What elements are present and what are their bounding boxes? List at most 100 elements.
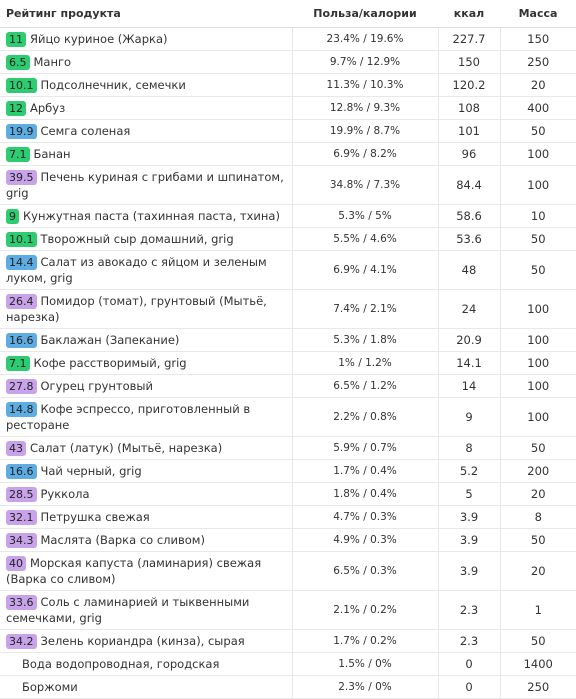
table-row: 34.2 Зелень кориандра (кинза), сырая 1.7% …: [0, 629, 576, 653]
ratio-cell: 9.7% / 12.9%: [291, 50, 438, 74]
kcal-cell: 53.6: [437, 227, 500, 251]
product-cell: 7.1 Банан: [0, 142, 292, 166]
table-row: 26.4 Помидор (томат), грунтовый (Мытьё, н…: [0, 289, 576, 329]
table-row: 39.5 Печень куриная с грибами и шпинатом,…: [0, 165, 576, 205]
rating-badge: 14.8: [6, 402, 37, 417]
kcal-cell: 108: [437, 96, 500, 120]
table-row: 12 Арбуз 12.8% / 9.3% 108 400: [0, 96, 576, 120]
mass-cell: 100: [499, 289, 576, 329]
product-cell: 10.1 Творожный сыр домашний, grig: [0, 227, 292, 251]
product-name: Огурец грунтовый: [40, 379, 154, 393]
product-name: Манго: [33, 55, 72, 69]
table-row: 14.4 Салат из авокадо с яйцом и зеленым л…: [0, 250, 576, 290]
product-cell: 28.5 Руккола: [0, 482, 292, 506]
product-name: Боржоми: [22, 680, 78, 694]
kcal-cell: 3.9: [437, 528, 500, 552]
kcal-cell: 14.1: [437, 351, 500, 375]
rating-badge: 11: [6, 32, 26, 47]
rating-badge: 40: [6, 556, 26, 571]
header-cell: Польза/калории: [292, 0, 438, 28]
mass-cell: 50: [499, 119, 576, 143]
mass-cell: 50: [499, 250, 576, 290]
ratio-cell: 11.3% / 10.3%: [291, 73, 438, 97]
product-name: Кофе расстворимый, grig: [33, 356, 187, 370]
mass-cell: 400: [499, 96, 576, 120]
rating-badge: 26.4: [6, 294, 37, 309]
mass-cell: 100: [499, 142, 576, 166]
ratio-cell: 19.9% / 8.7%: [291, 119, 438, 143]
rating-badge: 27.8: [6, 379, 37, 394]
mass-cell: 1: [499, 590, 576, 630]
ratio-cell: 1% / 1.2%: [291, 351, 438, 375]
ratio-cell: 2.1% / 0.2%: [291, 590, 438, 630]
table-row: 40 Морская капуста (ламинария) свежая (Ва…: [0, 551, 576, 591]
mass-cell: 100: [499, 397, 576, 437]
kcal-cell: 150: [437, 50, 500, 74]
product-cell: 14.8 Кофе эспрессо, приготовленный в рест…: [0, 397, 292, 437]
product-cell: 11 Яйцо куриное (Жарка): [0, 27, 292, 51]
table-row: 43 Салат (латук) (Мытьё, нарезка) 5.9% / 0…: [0, 436, 576, 460]
rating-badge: 34.2: [6, 634, 37, 649]
product-cell: Боржоми: [0, 675, 292, 699]
product-cell: 7.1 Кофе расстворимый, grig: [0, 351, 292, 375]
rating-badge: 43: [6, 441, 26, 456]
mass-cell: 10: [499, 204, 576, 228]
rating-badge: 33.6: [6, 595, 37, 610]
product-name: Салат (латук) (Мытьё, нарезка): [30, 441, 223, 455]
kcal-cell: 9: [437, 397, 500, 437]
rating-badge: 39.5: [6, 170, 37, 185]
table-row: 7.1 Кофе расстворимый, grig 1% / 1.2% 14.1 1…: [0, 351, 576, 375]
product-name: Яйцо куриное (Жарка): [30, 32, 168, 46]
ratio-cell: 5.9% / 0.7%: [291, 436, 438, 460]
product-name: Вода водопроводная, городская: [22, 657, 220, 671]
product-cell: 16.6 Чай черный, grig: [0, 459, 292, 483]
table-row: 34.3 Маслята (Варка со сливом) 4.9% / 0.3%…: [0, 528, 576, 552]
rating-badge: 28.5: [6, 487, 37, 502]
mass-cell: 100: [499, 351, 576, 375]
product-name: Кунжутная паста (тахинная паста, тхина): [23, 209, 280, 223]
ratio-cell: 2.3% / 0%: [291, 675, 438, 699]
header-row: Рейтинг продукта Польза/калории ккал Мас…: [0, 0, 576, 28]
kcal-cell: 101: [437, 119, 500, 143]
product-name: Соль с ламинарией и тыквенными семечками…: [6, 595, 250, 625]
ratio-cell: 6.9% / 8.2%: [291, 142, 438, 166]
product-cell: 27.8 Огурец грунтовый: [0, 374, 292, 398]
mass-cell: 50: [499, 436, 576, 460]
rating-badge: 7.1: [6, 147, 30, 162]
mass-cell: 200: [499, 459, 576, 483]
kcal-cell: 24: [437, 289, 500, 329]
table-row: 32.1 Петрушка свежая 4.7% / 0.3% 3.9 8: [0, 505, 576, 529]
ratio-cell: 2.2% / 0.8%: [291, 397, 438, 437]
product-cell: 16.6 Баклажан (Запекание): [0, 328, 292, 352]
header-cell: ккал: [438, 0, 500, 28]
rating-badge: 16.6: [6, 333, 37, 348]
product-name: Маслята (Варка со сливом): [40, 533, 205, 547]
kcal-cell: 120.2: [437, 73, 500, 97]
product-cell: 10.1 Подсолнечник, семечки: [0, 73, 292, 97]
product-name: Семга соленая: [40, 124, 131, 138]
table-row: 16.6 Баклажан (Запекание) 5.3% / 1.8% 20.9 1…: [0, 328, 576, 352]
product-cell: 34.3 Маслята (Варка со сливом): [0, 528, 292, 552]
mass-cell: 20: [499, 551, 576, 591]
table-row: 14.8 Кофе эспрессо, приготовленный в рест…: [0, 397, 576, 437]
header-cell: Рейтинг продукта: [0, 0, 292, 28]
table-row: 28.5 Руккола 1.8% / 0.4% 5 20: [0, 482, 576, 506]
mass-cell: 20: [499, 482, 576, 506]
product-cell: 40 Морская капуста (ламинария) свежая (Ва…: [0, 551, 292, 591]
product-cell: 12 Арбуз: [0, 96, 292, 120]
kcal-cell: 5: [437, 482, 500, 506]
kcal-cell: 48: [437, 250, 500, 290]
mass-cell: 50: [499, 227, 576, 251]
ratio-cell: 23.4% / 19.6%: [291, 27, 438, 51]
table-row: Вода водопроводная, городская 1.5% / 0% 0 1…: [0, 652, 576, 676]
rating-badge: 32.1: [6, 510, 37, 525]
rating-badge: 16.6: [6, 464, 37, 479]
ratio-cell: 5.3% / 1.8%: [291, 328, 438, 352]
kcal-cell: 2.3: [437, 629, 500, 653]
product-name: Печень куриная с грибами и шпинатом, gri…: [6, 170, 284, 200]
product-name: Кофе эспрессо, приготовленный в ресторан…: [6, 402, 251, 432]
product-cell: 26.4 Помидор (томат), грунтовый (Мытьё, н…: [0, 289, 292, 329]
kcal-cell: 58.6: [437, 204, 500, 228]
kcal-cell: 0: [437, 652, 500, 676]
